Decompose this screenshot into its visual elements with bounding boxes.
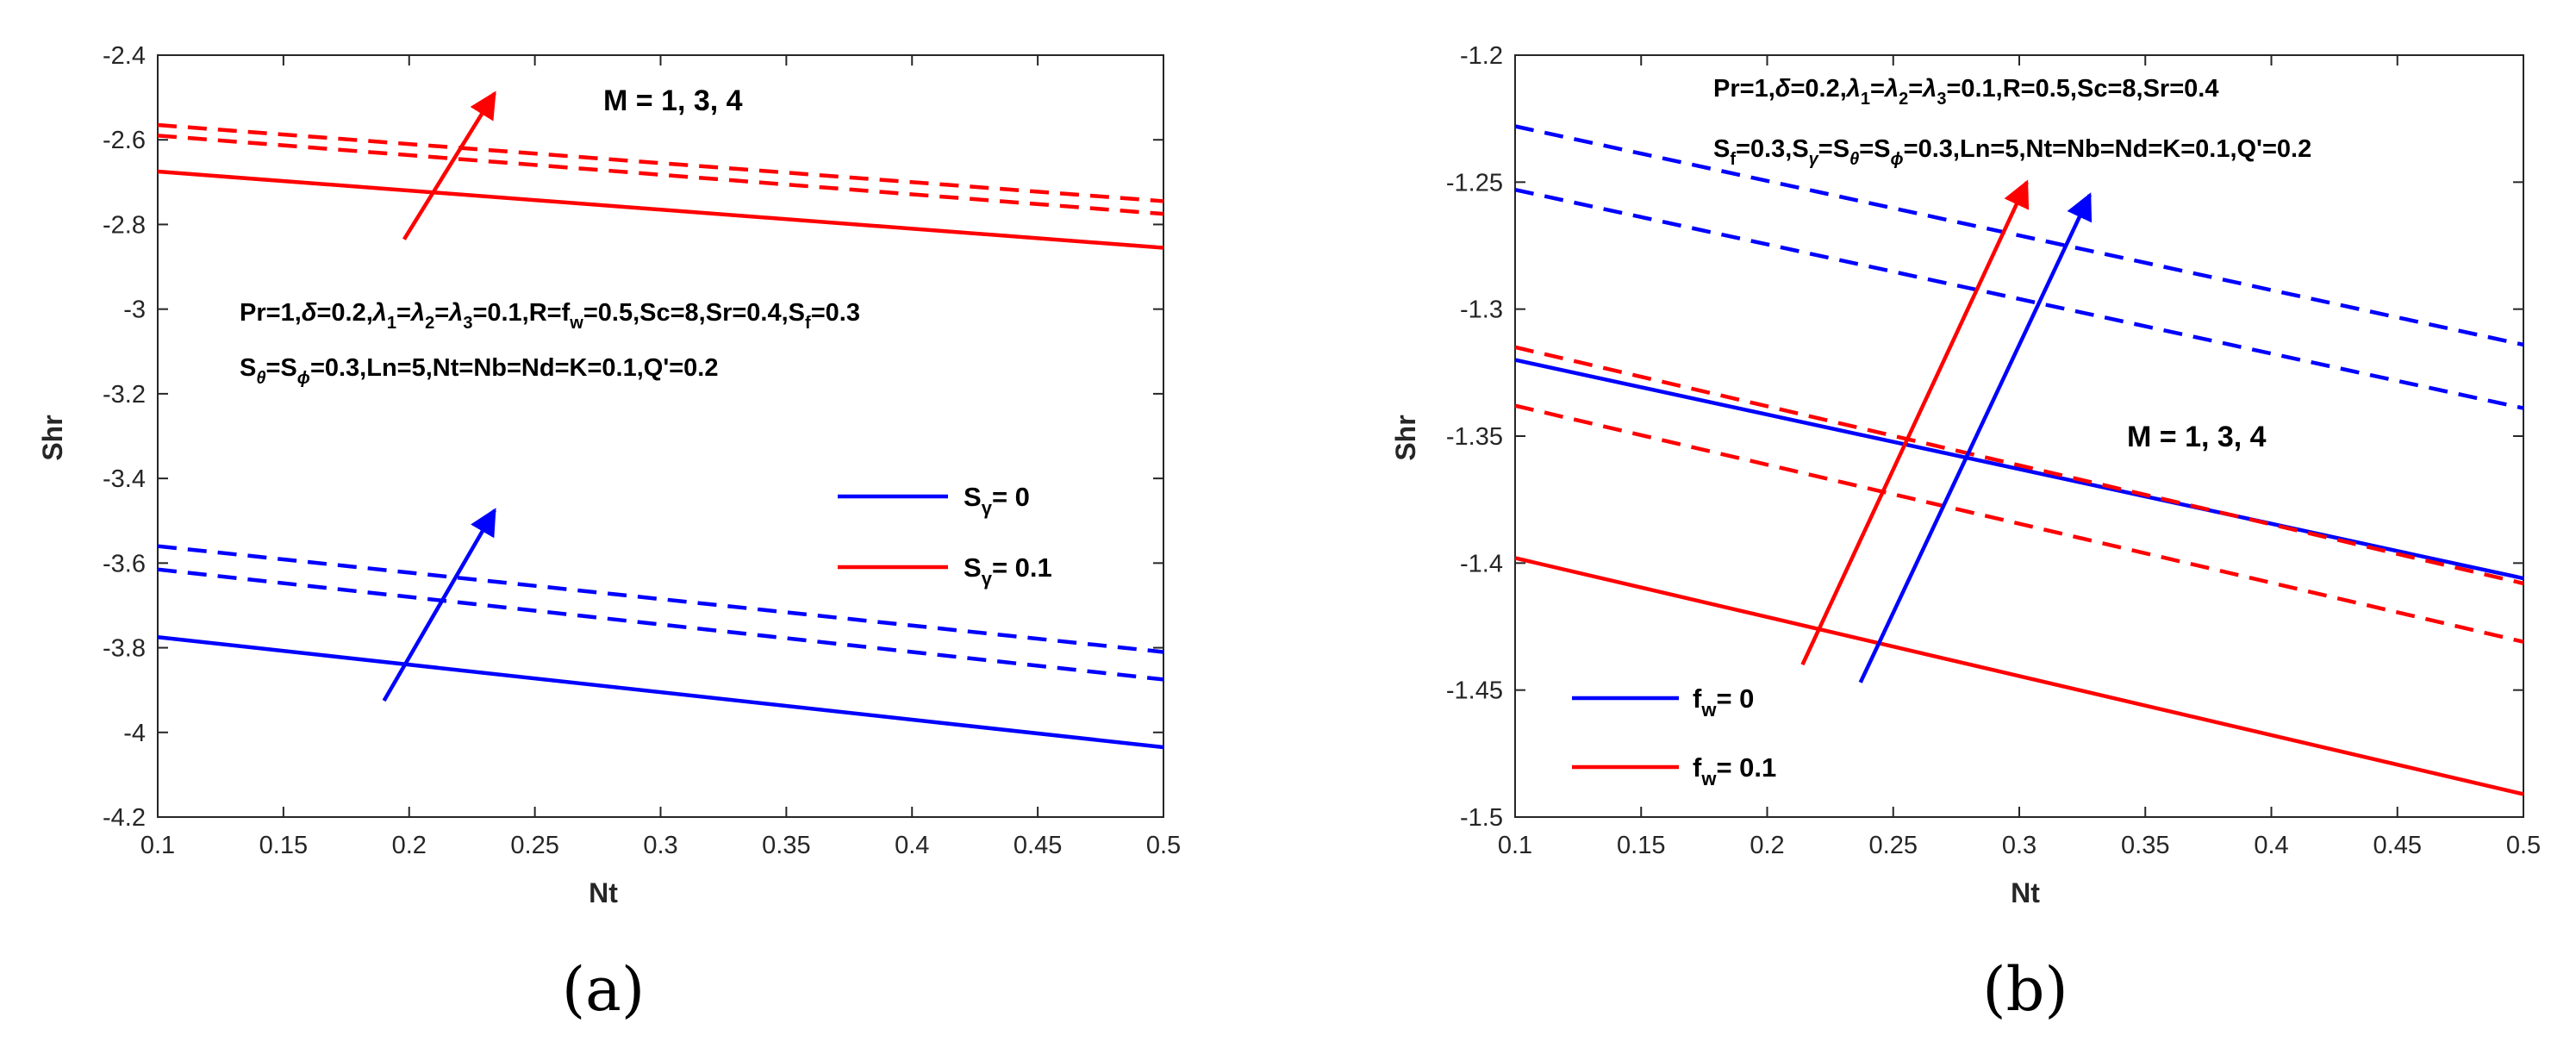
- panel-b-series-line: [1514, 358, 2524, 581]
- panel-a-xlabel: Nt: [589, 877, 618, 908]
- panel-b-param-line-2: Sf=0.3,Sγ=Sθ=Sϕ=0.3,Ln=5,Nt=Nb=Nd=K=0.1,…: [1713, 135, 2311, 169]
- panel-b: 0.1 0.15 0.2 0.25 0.3 0.35 0.4 0.45 0.5 -1.2 -1.25…: [1390, 42, 2541, 1025]
- panel-a-trend-arrow: [382, 508, 496, 702]
- panel-b-series-line: [1514, 187, 2524, 410]
- panel-b-annotation-m: M = 1, 3, 4: [2127, 421, 2267, 453]
- panel-b-trend-arrow: [1800, 179, 2030, 666]
- legend-a-label-red: Sγ= 0.1: [964, 552, 1052, 590]
- panel-b-x-tick-label: 0.35: [2121, 832, 2169, 859]
- legend-a-label-blue: Sγ= 0: [964, 482, 1030, 519]
- panel-b-y-tick-label: -1.25: [1446, 169, 1503, 197]
- panel-a: 0.1 0.15 0.2 0.25 0.3 0.35 0.4 0.45 0.5 -2.4 -2.6 -…: [37, 42, 1181, 1025]
- panel-a-y-tick-label: -3: [123, 296, 146, 324]
- panel-b-trend-arrow: [1858, 192, 2093, 683]
- panel-b-series-line: [1514, 556, 2524, 796]
- panel-a-series-line: [157, 134, 1164, 216]
- panel-b-xlabel: Nt: [2011, 877, 2040, 908]
- panel-a-ylabel: Shr: [37, 415, 68, 460]
- panel-b-y-tick-label: -1.45: [1446, 677, 1503, 705]
- panel-b-x-tick-label: 0.25: [1869, 832, 1918, 859]
- panel-b-axes-box: [1514, 54, 2524, 818]
- panel-b-x-tick-label: 0.5: [2506, 832, 2541, 859]
- panel-a-series-line: [157, 544, 1164, 654]
- panel-a-y-tick-label: -4.2: [103, 804, 146, 832]
- panel-a-annotation-m: M = 1, 3, 4: [603, 84, 743, 117]
- panel-b-x-tick-label: 0.4: [2254, 832, 2288, 859]
- panel-a-y-tick-label: -2.6: [103, 127, 146, 154]
- panel-a-series-line: [157, 169, 1164, 250]
- panel-a-axes-box: [157, 54, 1164, 818]
- panel-a-x-tick-label: 0.1: [140, 832, 175, 859]
- panel-a-x-tick-label: 0.15: [259, 832, 308, 859]
- panel-b-ylabel: Shr: [1390, 415, 1421, 460]
- panel-a-series-line: [157, 122, 1164, 203]
- panel-a-x-tick-label: 0.3: [643, 832, 677, 859]
- panel-b-x-tick-label: 0.15: [1617, 832, 1665, 859]
- panel-a-y-tick-label: -3.4: [103, 465, 146, 493]
- panel-a-series-line: [157, 635, 1164, 750]
- panel-a-trend-arrow: [402, 90, 496, 240]
- panel-a-label: (a): [562, 954, 645, 1025]
- panel-a-y-tick-label: -2.8: [103, 211, 146, 239]
- panel-b-y-tick-label: -1.4: [1460, 550, 1503, 577]
- panel-a-x-tick-label: 0.25: [510, 832, 558, 859]
- legend-b-label-blue: fw= 0: [1693, 683, 1754, 721]
- panel-a-x-tick-label: 0.2: [392, 832, 427, 859]
- panel-b-x-tick-label: 0.3: [2002, 832, 2036, 859]
- panel-a-x-tick-label: 0.45: [1014, 832, 1062, 859]
- panel-b-x-tick-label: 0.45: [2373, 832, 2422, 859]
- panel-b-param-line-1: Pr=1,δ=0.2,λ1=λ2=λ3=0.1,R=0.5,Sc=8,Sr=0.…: [1713, 75, 2218, 109]
- panel-b-label: (b): [1982, 954, 2068, 1025]
- panel-a-y-tick-label: -4: [123, 720, 146, 747]
- panel-b-x-tick-label: 0.2: [1750, 832, 1784, 859]
- panel-b-y-tick-label: -1.5: [1460, 804, 1503, 832]
- panel-a-y-tick-label: -3.6: [103, 550, 146, 577]
- panel-a-x-tick-label: 0.5: [1146, 832, 1181, 859]
- panel-a-param-line-2: Sθ=Sϕ=0.3,Ln=5,Nt=Nb=Nd=K=0.1,Q'=0.2: [240, 354, 718, 388]
- panel-b-x-tick-label: 0.1: [1498, 832, 1532, 859]
- panel-a-x-tick-label: 0.35: [762, 832, 810, 859]
- legend-b-label-red: fw= 0.1: [1693, 752, 1776, 789]
- panel-b-series-line: [1514, 124, 2524, 347]
- panel-a-x-tick-label: 0.4: [895, 832, 929, 859]
- panel-b-y-tick-label: -1.3: [1460, 296, 1503, 324]
- panel-a-y-tick-label: -3.8: [103, 635, 146, 663]
- panel-b-series-line: [1514, 345, 2524, 586]
- panel-b-y-tick-label: -1.2: [1460, 42, 1503, 70]
- panel-b-series-line: [1514, 403, 2524, 644]
- panel-a-y-tick-label: -2.4: [103, 42, 146, 70]
- panel-a-param-line-1: Pr=1,δ=0.2,λ1=λ2=λ3=0.1,R=fw=0.5,Sc=8,Sr…: [240, 299, 860, 333]
- panel-b-y-tick-label: -1.35: [1446, 423, 1503, 451]
- panel-a-y-tick-label: -3.2: [103, 381, 146, 409]
- panel-a-series-line: [157, 567, 1164, 682]
